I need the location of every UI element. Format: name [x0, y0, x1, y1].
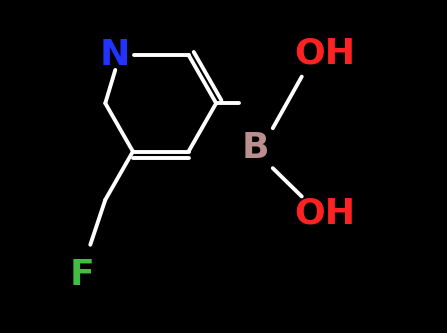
Text: N: N: [100, 38, 131, 72]
Text: OH: OH: [295, 196, 356, 230]
Text: B: B: [241, 131, 269, 165]
Text: F: F: [70, 258, 94, 292]
Text: OH: OH: [295, 36, 356, 70]
